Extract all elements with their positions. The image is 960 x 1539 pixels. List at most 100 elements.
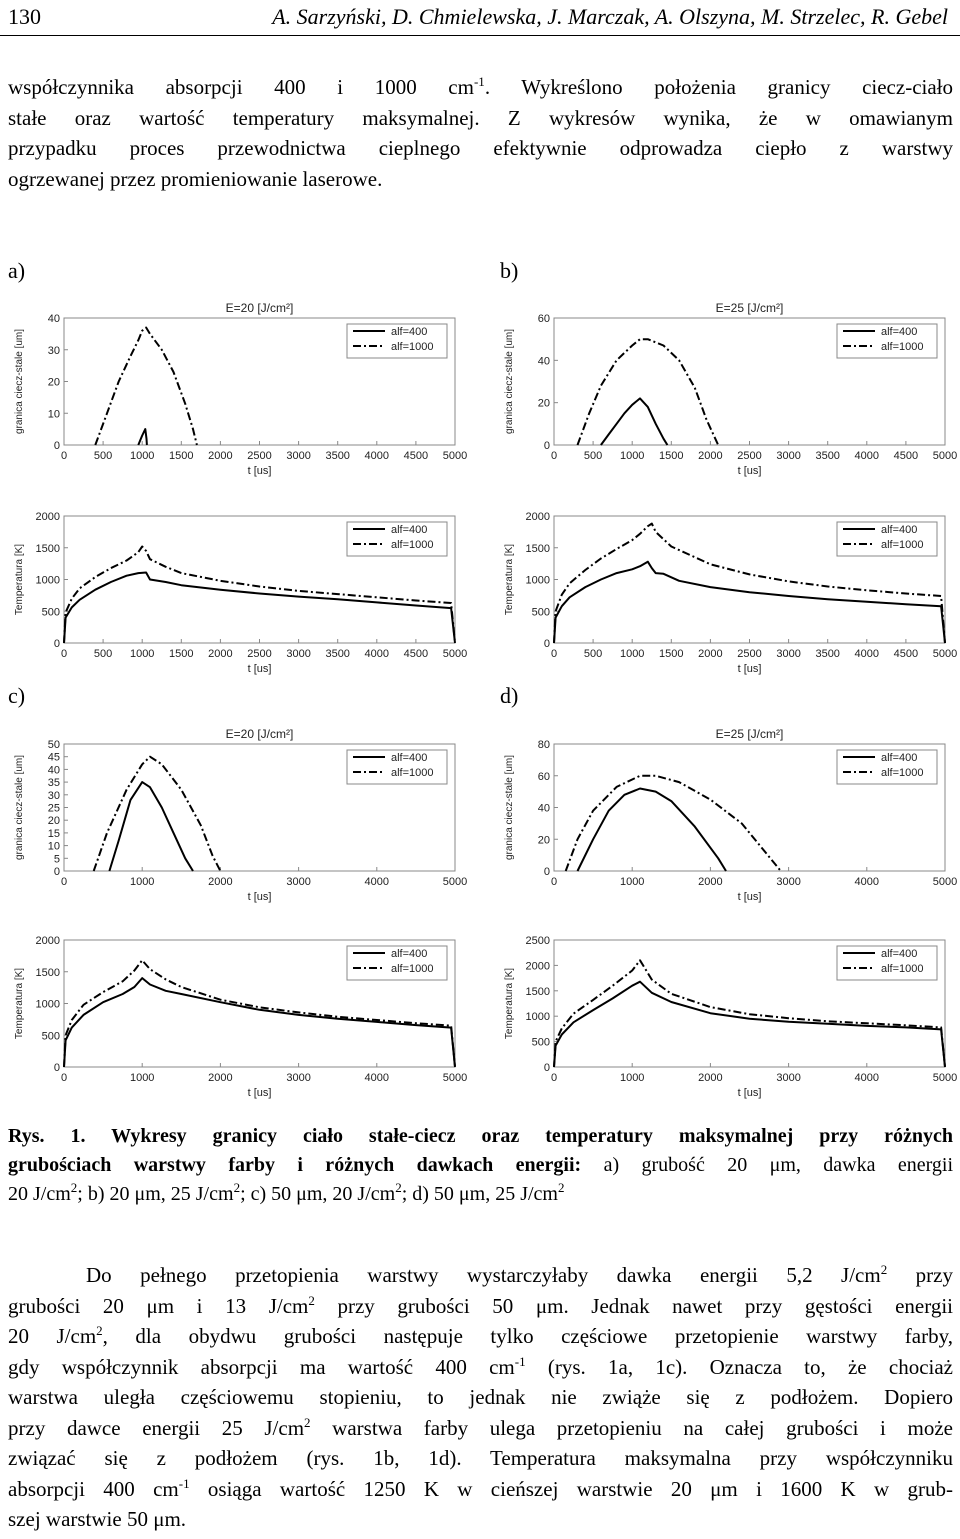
x-tick-label: 0 — [551, 876, 557, 888]
chart-svg: 0 20 40 60 80 0 1000 2000 3000 4000 5000 t [us] gran… — [504, 727, 957, 903]
x-tick-label: 500 — [584, 450, 602, 462]
y-axis-label: granica ciecz-stale [um] — [14, 755, 25, 860]
text-line: szej warstwie 50 μm. — [8, 1507, 187, 1531]
series-line-alf1000 — [553, 959, 946, 1068]
x-tick-label: 0 — [61, 1072, 67, 1084]
x-tick-label: 0 — [61, 450, 67, 462]
x-tick-label: 3000 — [776, 1072, 800, 1084]
legend-label: alf=1000 — [391, 963, 434, 975]
series-line-alf400 — [553, 980, 946, 1068]
legend-box — [346, 749, 448, 785]
y-tick-label: 40 — [538, 355, 550, 367]
x-tick-label: 1000 — [620, 648, 644, 660]
x-tick-label: 3000 — [776, 876, 800, 888]
legend-box — [836, 323, 938, 359]
x-tick-label: 3500 — [325, 648, 349, 660]
text-line: ogrzewanej przez promieniowanie laserowe… — [8, 166, 383, 191]
series-line-alf1000 — [92, 755, 222, 872]
x-tick-label: 2000 — [698, 876, 722, 888]
panel-label-c: c) — [8, 683, 26, 708]
y-tick-label: 1500 — [526, 986, 550, 998]
y-tick-label: 2000 — [36, 511, 60, 523]
series-line-alf400 — [63, 977, 456, 1068]
legend-label: alf=1000 — [881, 341, 924, 353]
x-tick-label: 1000 — [130, 648, 154, 660]
legend-label: alf=400 — [881, 326, 917, 338]
series-line-alf1000 — [94, 326, 198, 446]
x-axis-label: t [us] — [738, 1087, 762, 1099]
x-tick-label: 4500 — [404, 648, 428, 660]
legend-box — [836, 521, 938, 557]
y-tick-label: 0 — [544, 440, 550, 452]
panel-label-a: a) — [8, 258, 26, 283]
y-axis-label: granica ciecz-stale [um] — [504, 329, 515, 434]
series-line-alf400 — [576, 787, 727, 872]
text-line: związać się z podłożem (rys. 1b, 1d). Te… — [8, 1446, 953, 1470]
x-tick-label: 1000 — [130, 450, 154, 462]
y-tick-label: 500 — [532, 1037, 550, 1049]
series-line-alf400 — [63, 571, 456, 644]
text-line: współczynnika absorpcji 400 i 1000 cm-1.… — [8, 74, 954, 99]
x-tick-label: 5000 — [443, 648, 467, 660]
legend-box — [346, 945, 448, 981]
x-tick-label: 3000 — [286, 648, 310, 660]
header-rule — [0, 35, 960, 36]
chart-title: E=25 [J/cm²] — [716, 727, 784, 741]
y-tick-label: 500 — [532, 606, 550, 618]
series-line-alf400 — [553, 560, 946, 644]
x-tick-label: 4000 — [365, 1072, 389, 1084]
y-tick-label: 1000 — [526, 575, 550, 587]
text-line: stałe oraz wartość temperatury maksymaln… — [8, 105, 953, 130]
x-tick-label: 4500 — [404, 450, 428, 462]
y-tick-label: 0 — [544, 638, 550, 650]
x-tick-label: 2500 — [737, 648, 761, 660]
x-tick-label: 3000 — [776, 450, 800, 462]
y-axis-label: granica ciecz-stale [um] — [14, 329, 25, 434]
chart-c-boundary: 0 5 10 15 20 25 30 35 40 45 50 0 1000 2000 3000 4000 500… — [0, 716, 470, 904]
y-axis-label: Temperatura [K] — [504, 968, 515, 1039]
y-tick-label: 2500 — [526, 935, 550, 947]
y-tick-label: 20 — [538, 398, 550, 410]
x-tick-label: 3000 — [286, 450, 310, 462]
y-axis-label: granica ciecz-stale [um] — [504, 755, 515, 860]
x-tick-label: 1000 — [130, 876, 154, 888]
caption-line: 20 J/cm2; b) 20 μm, 25 J/cm2; c) 50 μm, … — [8, 1180, 565, 1205]
series-line-alf1000 — [553, 522, 946, 644]
y-tick-label: 30 — [48, 345, 60, 357]
y-tick-label: 500 — [42, 606, 60, 618]
legend-label: alf=1000 — [391, 767, 434, 779]
x-tick-label: 3000 — [286, 876, 310, 888]
running-authors: A. Sarzyński, D. Chmielewska, J. Marczak… — [272, 4, 948, 29]
legend-label: alf=1000 — [391, 341, 434, 353]
y-tick-label: 1500 — [36, 967, 60, 979]
legend-label: alf=400 — [391, 752, 427, 764]
series-line-alf1000 — [63, 959, 456, 1068]
x-tick-label: 4000 — [855, 450, 879, 462]
x-axis-label: t [us] — [248, 891, 272, 903]
y-tick-label: 25 — [48, 803, 60, 815]
y-tick-label: 15 — [48, 828, 60, 840]
y-tick-label: 20 — [538, 834, 550, 846]
x-tick-label: 1000 — [620, 450, 644, 462]
x-tick-label: 4000 — [365, 648, 389, 660]
x-tick-label: 5000 — [933, 450, 957, 462]
chart-b-boundary: 0 20 40 60 0 500 1000 1500 2000 2500 3000 3500 4000 4… — [490, 290, 960, 478]
chart-svg: 0 500 1000 1500 2000 2500 0 1000 2000 3000 4000 500… — [504, 935, 957, 1099]
x-tick-label: 3500 — [815, 450, 839, 462]
y-tick-label: 0 — [544, 1062, 550, 1074]
y-tick-label: 1000 — [36, 575, 60, 587]
legend-label: alf=400 — [391, 948, 427, 960]
x-tick-label: 5000 — [933, 876, 957, 888]
series-line-alf1000 — [576, 338, 720, 446]
text-line: absorpcji 400 cm-1 osiąga wartość 1250 K… — [8, 1475, 953, 1501]
caption-line: grubościach warstwy farby i różnych dawk… — [8, 1154, 954, 1176]
y-tick-label: 60 — [538, 771, 550, 783]
legend-label: alf=1000 — [391, 539, 434, 551]
x-tick-label: 5000 — [933, 648, 957, 660]
x-tick-label: 2500 — [737, 450, 761, 462]
y-tick-label: 40 — [48, 764, 60, 776]
chart-title: E=20 [J/cm²] — [226, 727, 294, 741]
chart-d-boundary: 0 20 40 60 80 0 1000 2000 3000 4000 5000 t [us] gran… — [490, 716, 960, 904]
text-line: przy dawce energii 25 J/cm2 warstwa farb… — [8, 1414, 953, 1440]
